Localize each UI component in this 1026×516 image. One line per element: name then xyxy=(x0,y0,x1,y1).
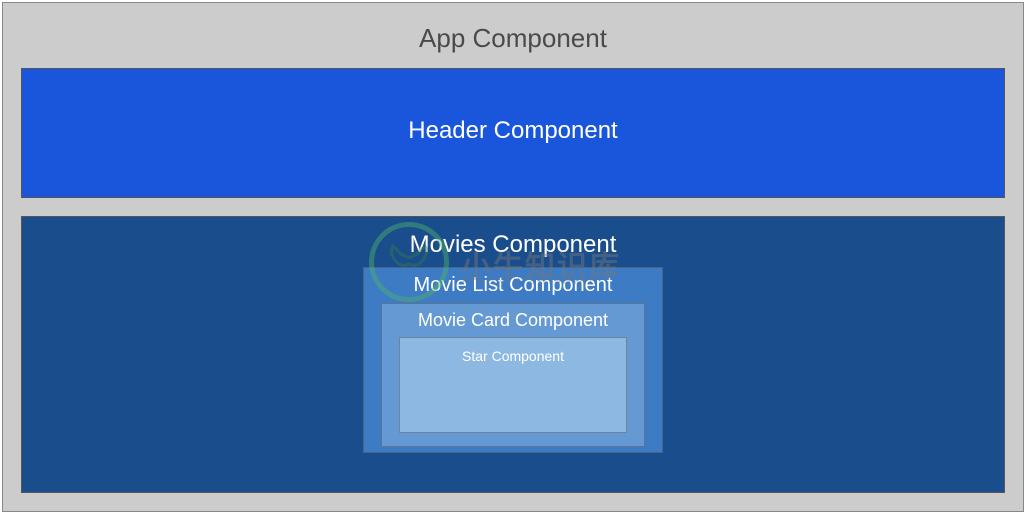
movies-component-box: Movies Component Movie List Component Mo… xyxy=(21,216,1005,493)
header-component-box: Header Component xyxy=(21,68,1005,198)
movie-list-component-box: Movie List Component Movie Card Componen… xyxy=(363,267,663,453)
movie-card-component-label: Movie Card Component xyxy=(418,310,608,331)
app-component-box: App Component Header Component Movies Co… xyxy=(2,2,1024,512)
movie-list-component-label: Movie List Component xyxy=(414,274,613,297)
star-component-box: Star Component xyxy=(399,337,627,433)
movie-card-component-box: Movie Card Component Star Component xyxy=(381,303,645,447)
header-component-label: Header Component xyxy=(408,117,617,145)
app-component-label: App Component xyxy=(21,15,1005,68)
star-component-label: Star Component xyxy=(462,348,564,364)
movies-component-label: Movies Component xyxy=(410,231,617,259)
